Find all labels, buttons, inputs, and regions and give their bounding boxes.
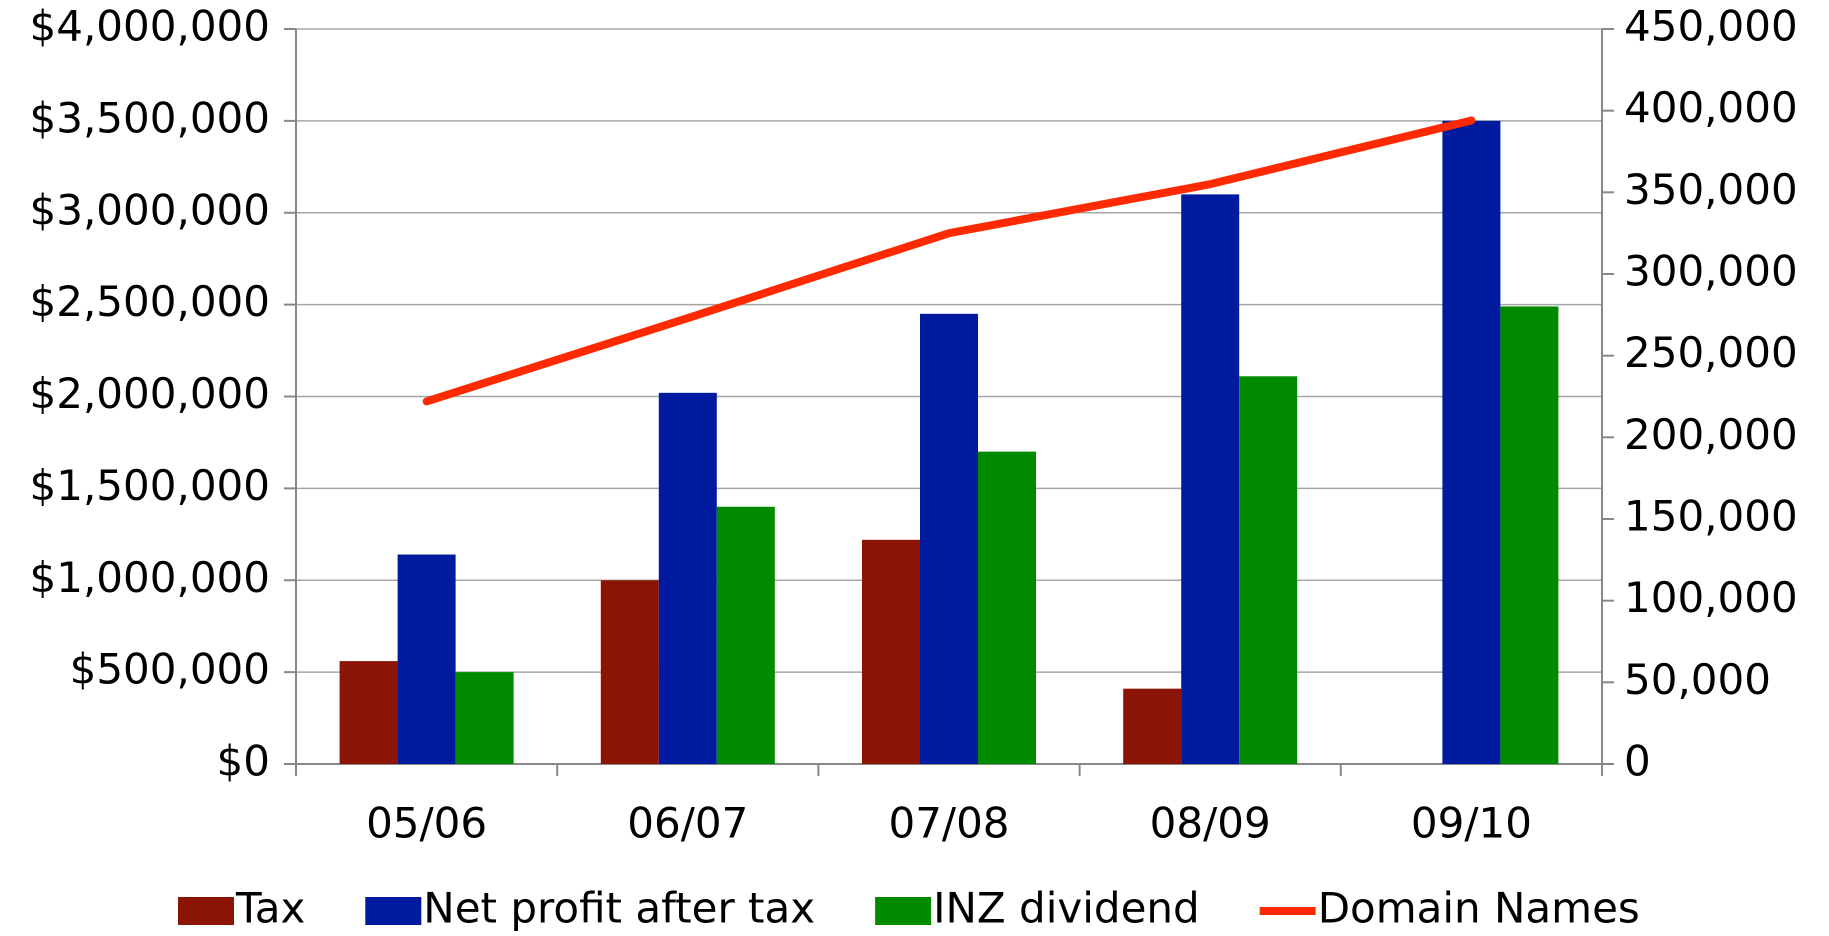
legend-swatch [178, 897, 234, 925]
legend-swatch [875, 897, 931, 925]
y2-tick-label: 250,000 [1624, 328, 1798, 377]
bar [340, 661, 398, 764]
bar [601, 580, 659, 764]
bar [1123, 689, 1181, 764]
y-tick-label: $1,500,000 [30, 461, 270, 510]
y2-tick-label: 50,000 [1624, 655, 1771, 704]
y-tick-label: $3,000,000 [30, 185, 270, 234]
bar [717, 507, 775, 764]
y2-tick-label: 450,000 [1624, 2, 1798, 51]
y-tick-label: $3,500,000 [30, 93, 270, 142]
y2-tick-label: 0 [1624, 737, 1651, 786]
x-tick-label: 08/09 [1150, 799, 1271, 848]
bar [978, 452, 1036, 764]
bar [398, 555, 456, 764]
y-tick-label: $0 [217, 737, 270, 786]
y2-tick-label: 200,000 [1624, 410, 1798, 459]
y-tick-label: $4,000,000 [30, 2, 270, 51]
bar [1500, 306, 1558, 764]
y2-tick-label: 150,000 [1624, 492, 1798, 541]
y-tick-label: $1,000,000 [30, 553, 270, 602]
legend-label: Tax [235, 884, 305, 933]
legend-swatch [365, 897, 421, 925]
bar [1442, 121, 1500, 764]
bar [862, 540, 920, 764]
bar [659, 393, 717, 764]
x-tick-label: 09/10 [1411, 799, 1532, 848]
y2-tick-label: 350,000 [1624, 165, 1798, 214]
y2-tick-label: 100,000 [1624, 573, 1798, 622]
y-tick-label: $2,500,000 [30, 277, 270, 326]
y-tick-label: $2,000,000 [30, 369, 270, 418]
legend-swatch [1260, 907, 1316, 915]
bar [920, 314, 978, 764]
legend-label: Net profit after tax [423, 884, 815, 933]
legend-label: INZ dividend [933, 884, 1200, 933]
bar [1181, 194, 1239, 764]
bar [1239, 376, 1297, 764]
x-tick-label: 05/06 [366, 799, 487, 848]
y2-tick-label: 300,000 [1624, 247, 1798, 296]
bar [456, 672, 514, 764]
x-tick-label: 06/07 [627, 799, 748, 848]
y-tick-label: $500,000 [70, 645, 270, 694]
y2-tick-label: 400,000 [1624, 83, 1798, 132]
chart: $0 $500,000 $1,000,000 $1,500,000 $2,000,000… [0, 0, 1829, 936]
x-tick-label: 07/08 [888, 799, 1009, 848]
legend-label: Domain Names [1318, 884, 1640, 933]
